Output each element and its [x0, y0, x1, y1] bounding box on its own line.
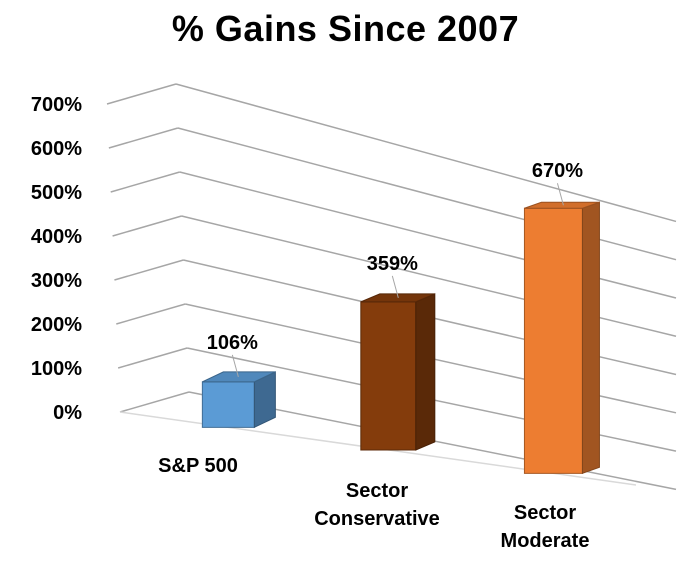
- y-tick-label: 600%: [31, 138, 82, 160]
- bar-front-face: [201, 381, 255, 428]
- y-tick-label: 500%: [31, 182, 82, 204]
- y-tick-label: 400%: [31, 226, 82, 248]
- data-label-leader: [556, 183, 564, 206]
- data-label: 670%: [532, 160, 583, 182]
- gridline-left-wall: [106, 83, 177, 105]
- y-tick-label: 300%: [31, 270, 82, 292]
- gridline-back-wall: [175, 83, 677, 223]
- x-tick-label: Sector Moderate: [501, 502, 590, 552]
- x-tick-label: Sector Conservative: [314, 480, 440, 530]
- bars: [201, 201, 600, 475]
- data-label: 359%: [367, 253, 418, 275]
- y-tick-label: 0%: [53, 402, 82, 424]
- bar-1: [201, 371, 276, 429]
- gridline-left-wall: [108, 127, 179, 149]
- x-axis-tick-labels: S&P 500 Sector Conservative Sector Moderate: [158, 455, 589, 552]
- gridline-back-wall: [177, 127, 677, 261]
- gridline-left-wall: [112, 215, 182, 237]
- gridline-left-wall: [116, 303, 186, 325]
- bar-side-face: [581, 201, 600, 475]
- data-label: 106%: [207, 332, 258, 354]
- bar-top-face: [524, 201, 600, 209]
- bar-front-face: [360, 301, 417, 451]
- gridline-back-wall: [179, 171, 677, 299]
- y-tick-label: 200%: [31, 314, 82, 336]
- gridline-left-wall: [114, 259, 184, 281]
- x-tick-label: S&P 500: [158, 455, 238, 477]
- data-label-leader: [231, 354, 239, 377]
- bar-top-face: [202, 371, 276, 383]
- bar-2: [360, 293, 436, 451]
- bar-3: [523, 201, 600, 475]
- bar-front-face: [523, 207, 583, 474]
- y-tick-label: 700%: [31, 94, 82, 116]
- chart-title: % Gains Since 2007: [171, 8, 520, 49]
- y-axis-tick-labels: 0% 100% 200% 300% 400% 500% 600% 700%: [31, 94, 82, 424]
- gridline-left-wall: [117, 347, 188, 369]
- y-tick-label: 100%: [31, 358, 82, 380]
- bar-side-face: [415, 293, 436, 451]
- data-labels: 106% 359% 670%: [207, 160, 583, 377]
- gridline-left-wall: [110, 171, 180, 193]
- data-label-leader: [391, 275, 399, 298]
- gridline-left-wall: [119, 391, 190, 413]
